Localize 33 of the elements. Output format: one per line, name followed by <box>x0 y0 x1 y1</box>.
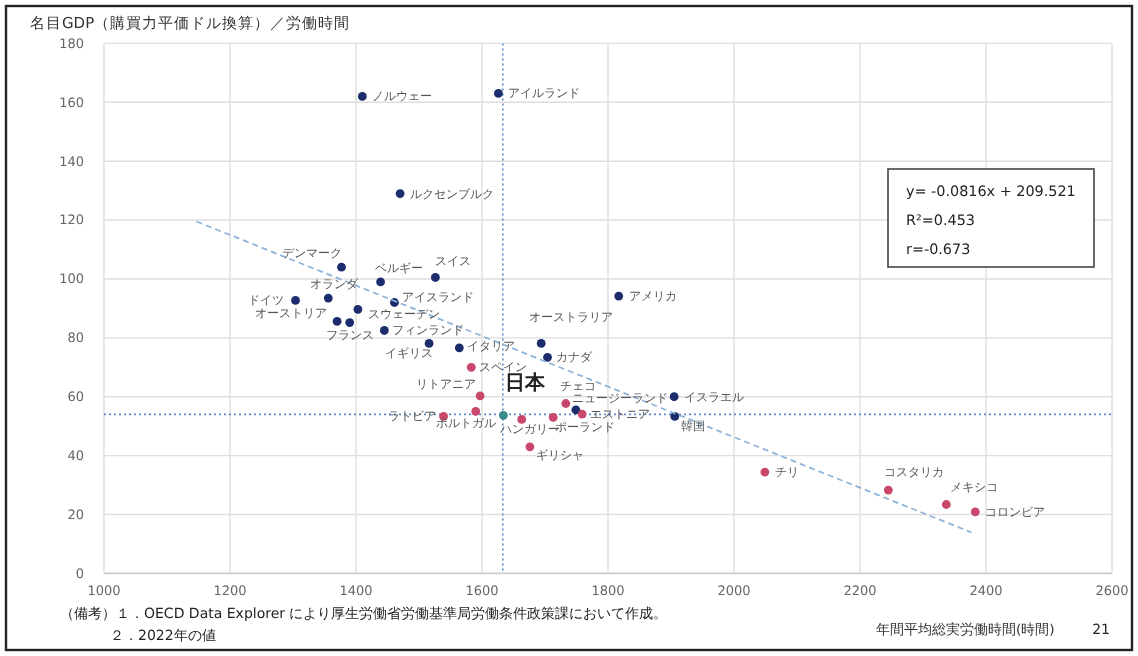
point <box>499 410 508 420</box>
point <box>332 316 342 326</box>
point <box>970 507 980 517</box>
point <box>669 392 679 402</box>
annotation: 日本 <box>505 371 548 396</box>
point <box>941 500 951 509</box>
point <box>493 89 503 98</box>
point <box>543 352 552 362</box>
point <box>548 412 558 422</box>
point <box>670 412 680 421</box>
point <box>883 485 893 495</box>
point <box>353 304 363 314</box>
point <box>517 415 527 424</box>
point <box>430 273 440 282</box>
point <box>323 293 333 303</box>
point <box>291 296 300 305</box>
point <box>561 399 571 408</box>
point <box>376 277 385 287</box>
point <box>525 442 535 452</box>
point <box>614 291 624 301</box>
point <box>454 343 464 353</box>
point <box>345 318 355 327</box>
point <box>424 339 434 348</box>
point <box>536 339 546 348</box>
point <box>357 92 367 101</box>
point <box>760 467 770 477</box>
point <box>337 262 346 272</box>
point <box>379 326 389 335</box>
point <box>471 407 481 416</box>
point <box>395 189 405 198</box>
point <box>475 391 485 401</box>
point <box>577 409 587 419</box>
point <box>466 362 476 372</box>
